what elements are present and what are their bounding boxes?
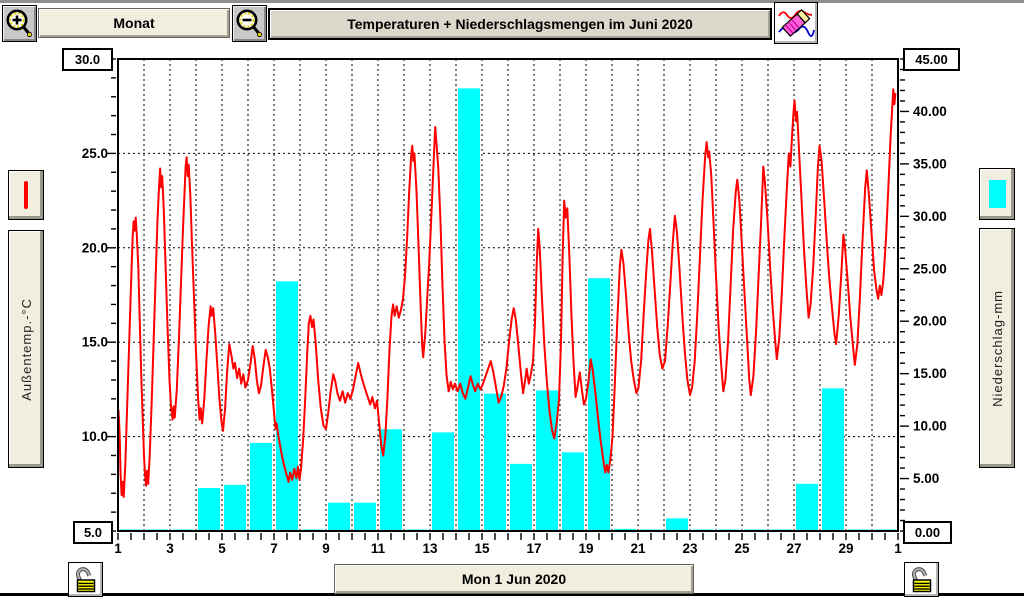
rain-bar-day-7 [276,281,298,531]
rain-bar-day-4 [198,487,220,531]
temp-line-sample [24,181,28,209]
temp-axis-label: Außentemp.-°C [18,297,34,401]
x-axis-label: 17 [526,541,541,556]
eraser-icon [778,8,815,38]
temp-axis-max-box: 30.0 [62,48,113,71]
rain-axis-tick-label: 10.00 [913,419,947,434]
temp-axis-tick-label: 15.0 [82,335,108,350]
date-button-label: Mon 1 Jun 2020 [461,571,567,587]
temp-axis-tick-label: 20.0 [82,240,108,255]
open-padlock-right-icon [911,566,931,592]
temp-axis-tick-label: 25.0 [82,146,108,161]
rain-bar-day-20 [614,528,636,531]
rain-axis-min-box: 0.00 [903,521,952,544]
x-axis-label: 11 [371,541,386,556]
rain-bar-sample [988,180,1006,208]
rain-bar-day-27 [796,483,818,531]
edit-chart-button[interactable] [774,2,818,44]
rain-bar-day-11 [380,429,402,531]
x-axis-label: 7 [270,541,278,556]
zoom-in-button[interactable] [2,5,37,42]
temp-axis-min-box: 5.0 [73,521,113,544]
x-axis-label: 13 [422,541,438,556]
rain-axis-max-box: 45.00 [903,48,960,71]
lock-left-button[interactable] [68,562,103,597]
x-axis-label: 3 [166,541,174,556]
rain-axis-tick-label: 35.00 [913,156,947,171]
rain-bar-day-16 [510,463,532,531]
x-axis-label: 1 [114,541,122,556]
open-padlock-left-icon [75,566,95,592]
x-axis-label: 9 [322,541,330,556]
magnifier-plus-icon [6,9,33,38]
rain-bar-day-28 [822,388,844,531]
magnifier-minus-icon [236,9,263,38]
rain-axis-min-value: 0.00 [914,525,941,540]
month-button-label: Monat [113,15,155,31]
window-bottom-edge [0,593,1024,596]
temp-legend-button[interactable] [8,170,44,220]
x-axis-label: 21 [630,541,646,556]
rain-bar-day-19 [588,278,610,531]
chart-title-panel: Temperaturen + Niederschlagsmengen im Ju… [268,8,772,40]
rain-bar-day-5 [224,484,246,531]
rain-axis-tick-label: 5.00 [913,471,939,486]
month-button[interactable]: Monat [38,8,230,38]
plot-frame [117,58,899,532]
date-button[interactable]: Mon 1 Jun 2020 [334,564,694,594]
temp-axis-label-button[interactable]: Außentemp.-°C [8,230,44,468]
rain-bar-day-10 [354,502,376,531]
x-axis-label: 1 [894,541,902,556]
rain-bar-day-17 [536,390,558,531]
rain-bar-day-6 [250,442,272,531]
rain-bar-day-18 [562,452,584,531]
rain-axis-label-button[interactable]: Niederschlag-mm [979,228,1015,468]
temp-axis-tick-label: 10.0 [82,429,108,444]
x-axis-label: 29 [838,541,853,556]
x-axis-label: 19 [578,541,593,556]
rain-axis-label: Niederschlag-mm [989,289,1005,407]
rain-axis-tick-label: 30.00 [913,209,947,224]
rain-axis-tick-label: 20.00 [913,314,947,329]
x-axis-label: 25 [734,541,750,556]
rain-bar-day-15 [484,393,506,531]
window-top-edge [0,0,1024,3]
x-axis-label: 27 [786,541,801,556]
rain-bar-day-13 [432,432,454,531]
x-axis-label: 5 [218,541,226,556]
x-axis-label: 15 [474,541,490,556]
x-axis-label: 23 [682,541,698,556]
rain-bar-day-22 [666,518,688,531]
rain-axis-tick-label: 25.00 [913,261,947,276]
zoom-out-button[interactable] [232,5,267,42]
lock-right-button[interactable] [904,562,939,597]
rain-legend-button[interactable] [979,168,1015,220]
rain-bar-day-14 [458,88,480,531]
rain-axis-tick-label: 40.00 [913,104,947,119]
rain-axis-tick-label: 15.00 [913,366,947,381]
temp-axis-min-value: 5.0 [83,525,103,540]
chart-title: Temperaturen + Niederschlagsmengen im Ju… [347,16,693,32]
rain-axis-max-value: 45.00 [915,52,948,67]
temperature-line [117,88,897,498]
temp-axis-max-value: 30.0 [74,52,101,67]
rain-bar-day-9 [328,502,350,531]
